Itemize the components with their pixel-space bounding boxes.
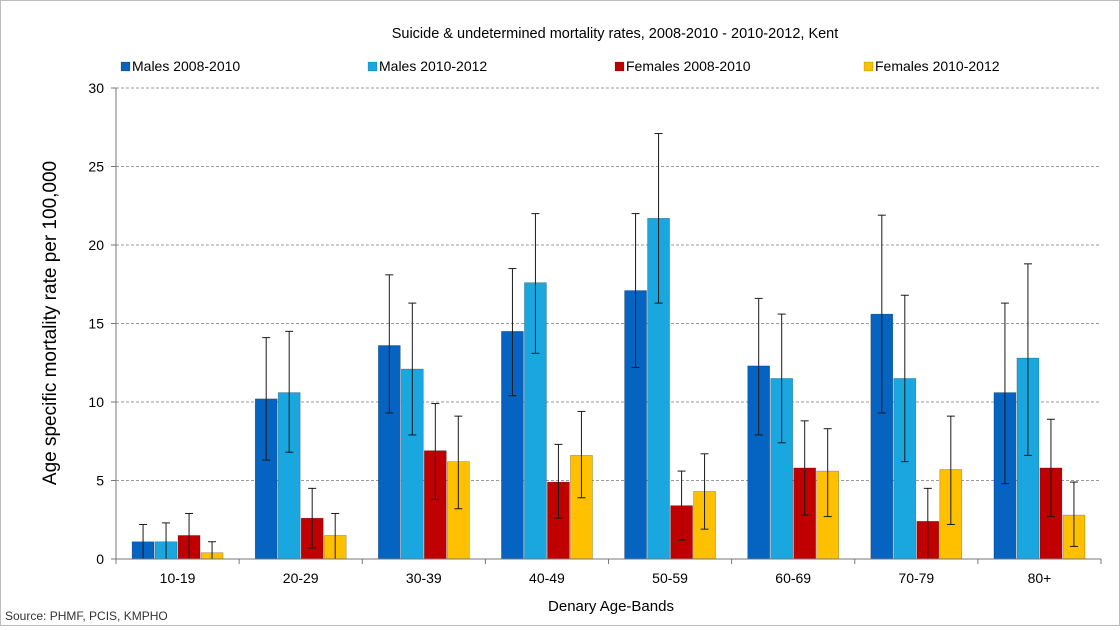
legend-label: Females 2010-2012 <box>875 58 1000 74</box>
error-bar <box>508 268 517 397</box>
legend-swatch <box>120 61 131 72</box>
error-bar <box>877 214 886 414</box>
error-bar <box>754 297 763 436</box>
bars <box>131 133 1086 560</box>
legend: Males 2008-2010 Males 2010-2012 Females 20… <box>120 58 1000 74</box>
y-axis: 0 5 10 15 20 25 30 <box>88 80 117 567</box>
x-tick-label: 80+ <box>1028 570 1052 586</box>
error-bar <box>577 410 586 499</box>
error-bar <box>946 415 955 525</box>
source-note: Source: PHMF, PCIS, KMPHO <box>5 609 168 623</box>
x-tick-label: 20-29 <box>283 570 319 586</box>
error-bar <box>385 274 394 414</box>
x-axis: 10-19 20-29 30-39 40-49 50-59 60-69 70-79 80+ <box>115 558 1102 586</box>
error-bar <box>431 403 440 500</box>
error-bar <box>654 133 663 304</box>
y-axis-label: Age specific mortality rate per 100,000 <box>40 161 61 485</box>
legend-item: Females 2010-2012 <box>863 58 1000 74</box>
legend-item: Males 2008-2010 <box>120 58 240 74</box>
x-tick-label: 40-49 <box>529 570 565 586</box>
error-bar <box>285 330 294 453</box>
y-tick-label: 0 <box>96 551 104 567</box>
y-tick-label: 30 <box>88 80 104 96</box>
error-bar <box>823 428 832 518</box>
x-tick-label: 70-79 <box>898 570 934 586</box>
error-bar <box>454 415 463 510</box>
error-bar <box>531 213 540 354</box>
legend-label: Females 2008-2010 <box>626 58 751 74</box>
error-bar <box>777 313 786 444</box>
error-bar <box>631 213 640 368</box>
legend-swatch <box>863 61 874 72</box>
legend-label: Males 2008-2010 <box>132 58 240 74</box>
error-bar <box>1023 263 1032 456</box>
y-tick-label: 15 <box>88 316 104 332</box>
y-tick-label: 10 <box>88 394 104 410</box>
error-bar <box>700 453 709 530</box>
error-bar <box>554 443 563 519</box>
x-tick-label: 60-69 <box>775 570 811 586</box>
y-tick-label: 5 <box>96 473 104 489</box>
legend-item: Males 2010-2012 <box>367 58 487 74</box>
legend-label: Males 2010-2012 <box>379 58 487 74</box>
error-bar <box>900 294 909 463</box>
error-bar <box>1069 481 1078 547</box>
y-tick-label: 20 <box>88 237 104 253</box>
legend-swatch <box>614 61 625 72</box>
error-bar <box>1000 302 1009 485</box>
error-bar <box>262 337 271 461</box>
error-bar <box>677 470 686 541</box>
x-axis-label: Denary Age-Bands <box>548 598 674 615</box>
error-bar <box>800 420 809 516</box>
legend-swatch <box>367 61 378 72</box>
error-bar <box>308 487 317 549</box>
x-tick-label: 30-39 <box>406 570 442 586</box>
legend-item: Females 2008-2010 <box>614 58 751 74</box>
gridlines <box>116 87 1101 481</box>
chart-title: Suicide & undetermined mortality rates, … <box>392 26 839 42</box>
x-tick-label: 10-19 <box>160 570 196 586</box>
y-tick-label: 25 <box>88 159 104 175</box>
error-bar <box>1046 418 1055 518</box>
error-bar <box>408 302 417 436</box>
x-tick-label: 50-59 <box>652 570 688 586</box>
